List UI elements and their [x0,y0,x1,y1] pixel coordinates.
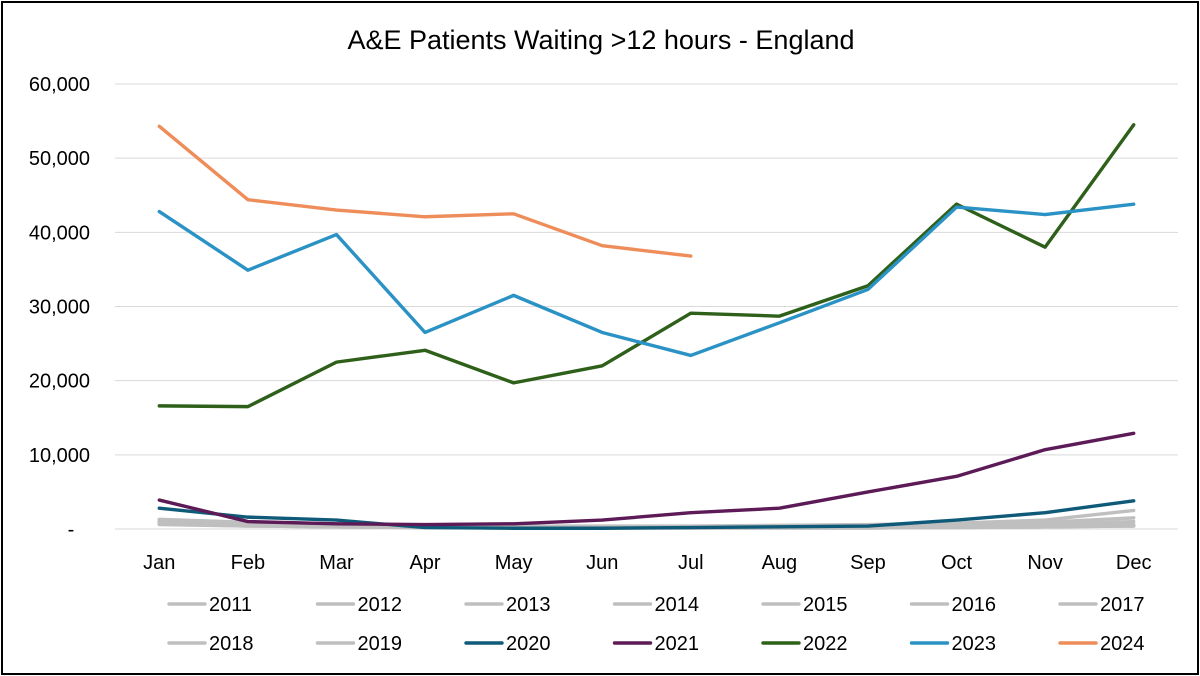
legend-label: 2021 [655,633,700,655]
legend-label: 2022 [803,633,848,655]
y-tick-label: 30,000 [29,297,90,319]
x-tick-label: Oct [941,552,973,574]
legend-item-2012: 2012 [315,594,403,616]
legend-label: 2024 [1100,633,1145,655]
legend-label: 2017 [1100,594,1145,616]
legend-label: 2014 [655,594,700,616]
x-tick-label: Aug [762,552,798,574]
series-lines [157,123,1136,530]
series-line-2023 [157,202,1136,358]
legend-item-2015: 2015 [761,594,848,616]
y-tick-label: 20,000 [29,371,90,393]
series-line-2020 [157,499,1136,530]
chart-title: A&E Patients Waiting >12 hours - England [347,25,854,55]
legend-item-2019: 2019 [315,633,403,655]
y-tick-label: 40,000 [29,222,90,244]
series-line-2022 [157,123,1136,409]
legend-item-2014: 2014 [612,594,700,616]
legend-label: 2023 [952,633,997,655]
legend-item-2024: 2024 [1058,633,1145,655]
legend-label: 2011 [209,594,252,616]
y-axis-ticks: - 10,000 20,000 30,000 40,000 50,000 60,000 [29,74,90,541]
x-axis-ticks: Jan Feb Mar Apr May Jun Jul Aug Sep Oct Nov Dec [143,552,1151,574]
legend-label: 2016 [952,594,997,616]
legend: 2011 2012 2013 2014 2015 2016 2017 2018 2019 2020… [167,594,1145,655]
legend-label: 2015 [803,594,848,616]
legend-item-2022: 2022 [761,633,848,655]
legend-label: 2012 [358,594,403,616]
series-line-2024 [157,124,693,258]
y-tick-label: - [68,519,75,541]
legend-label: 2020 [506,633,551,655]
legend-label: 2013 [506,594,551,616]
x-tick-label: Jul [678,552,704,574]
x-tick-label: Mar [319,552,354,574]
legend-item-2013: 2013 [464,594,551,616]
legend-item-2020: 2020 [464,633,551,655]
y-tick-label: 10,000 [29,445,90,467]
x-tick-label: Jun [586,552,618,574]
y-tick-label: 60,000 [29,74,90,96]
x-tick-label: Jan [143,552,175,574]
legend-item-2011: 2011 [167,594,252,616]
legend-item-2021: 2021 [612,633,700,655]
legend-item-2017: 2017 [1058,594,1145,616]
x-tick-label: Nov [1027,552,1063,574]
y-tick-label: 50,000 [29,148,90,170]
x-tick-label: Apr [409,552,440,574]
legend-item-2016: 2016 [909,594,997,616]
series-line-2021 [157,431,1136,527]
x-tick-label: May [495,552,533,574]
legend-label: 2019 [358,633,403,655]
legend-item-2018: 2018 [167,633,254,655]
line-chart: A&E Patients Waiting >12 hours - England… [29,25,1178,655]
gridlines [115,83,1178,530]
x-tick-label: Feb [231,552,265,574]
x-tick-label: Dec [1116,552,1152,574]
x-tick-label: Sep [850,552,886,574]
legend-item-2023: 2023 [909,633,997,655]
legend-label: 2018 [209,633,254,655]
